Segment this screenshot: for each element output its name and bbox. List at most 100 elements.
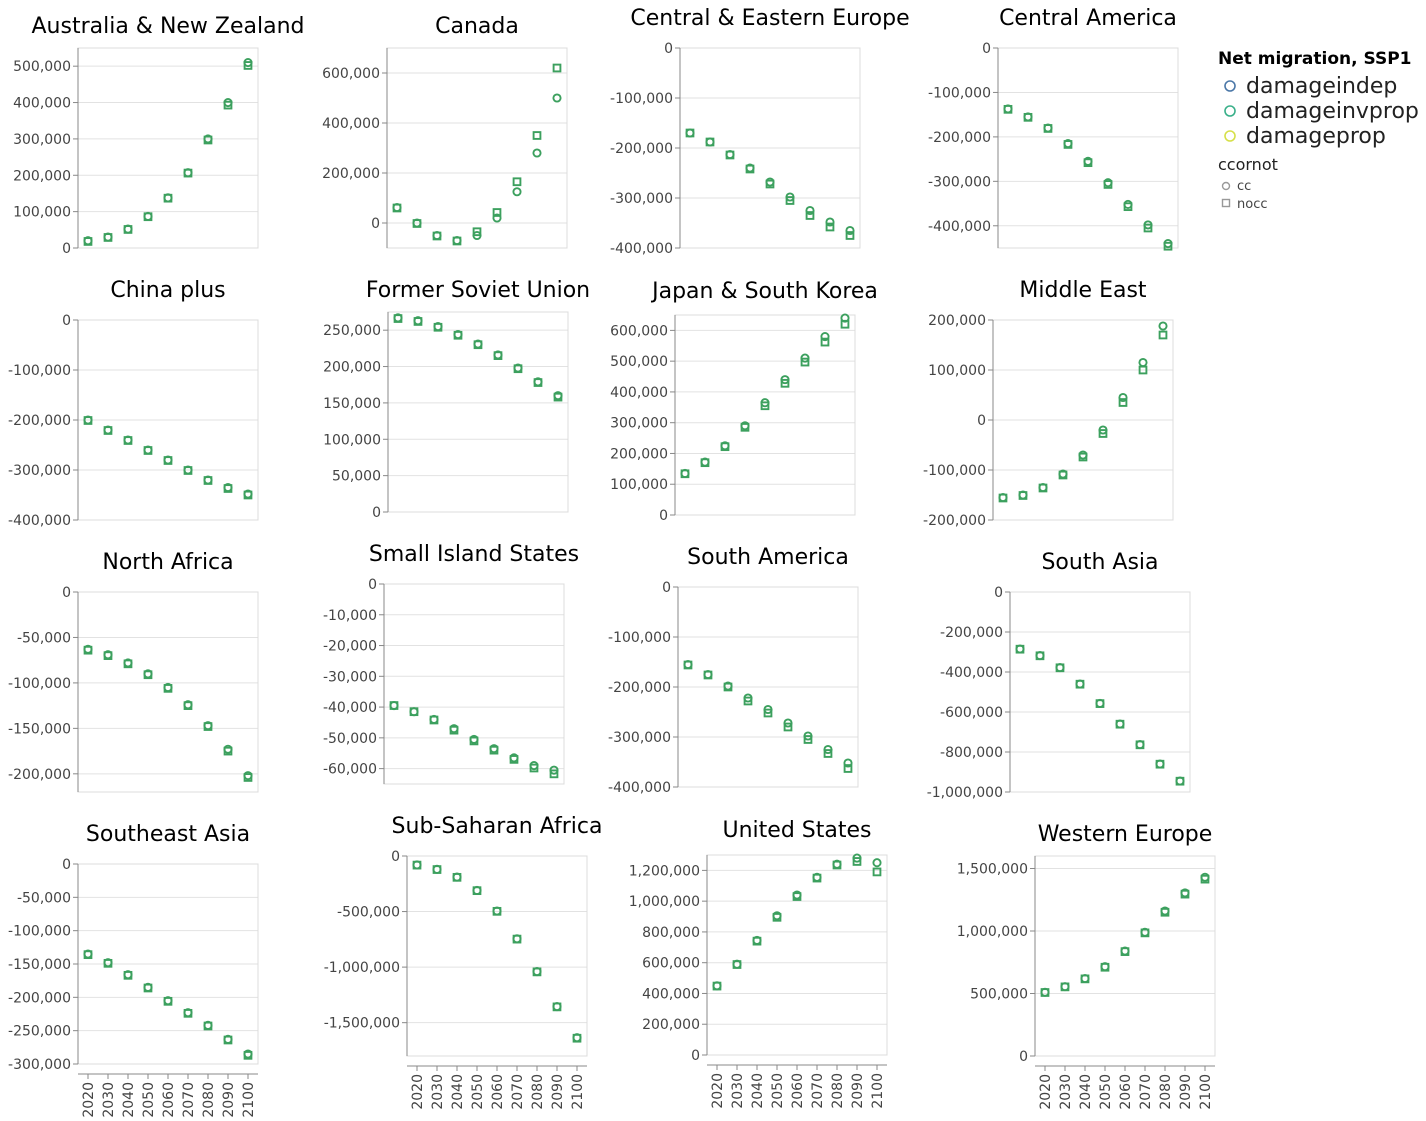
- point-cc-2100: [872, 858, 882, 868]
- y-tick-label: 500,000: [13, 59, 71, 75]
- y-tick-label: -200,000: [928, 130, 991, 146]
- x-tick-label: 2090: [1178, 1074, 1194, 1110]
- point-cc-2090: [532, 148, 542, 158]
- y-tick-label: -10,000: [323, 608, 377, 624]
- legend-label-damageinvprop: damageinvprop: [1246, 99, 1419, 124]
- x-tick-label: 2070: [510, 1074, 526, 1110]
- point-nocc-2040: [123, 436, 133, 445]
- point-nocc-2090: [223, 100, 233, 110]
- y-tick-label: -300,000: [610, 191, 673, 207]
- y-tick-label: -150,000: [8, 957, 71, 973]
- point-nocc-2050: [449, 725, 459, 735]
- y-tick-label: 0: [977, 413, 986, 429]
- point-nocc-2070: [1115, 719, 1125, 729]
- point-nocc-2050: [1075, 679, 1085, 689]
- point-nocc-2020: [712, 981, 722, 991]
- point-nocc-2060: [760, 401, 770, 411]
- x-tick-label: 2080: [830, 1073, 846, 1109]
- x-tick-label: 2030: [1058, 1074, 1074, 1110]
- panel-title: South Asia: [1041, 550, 1158, 575]
- point-cc-2090: [1138, 357, 1148, 368]
- panel-frame: [706, 854, 888, 1056]
- y-tick-label: 100,000: [323, 432, 381, 448]
- point-nocc-2100: [1200, 874, 1210, 884]
- y-tick-label: 200,000: [323, 360, 381, 376]
- x-tick-label: 2050: [141, 1082, 157, 1118]
- y-tick-label: 0: [372, 505, 381, 521]
- y-tick-label: -100,000: [8, 676, 71, 692]
- point-nocc-2080: [203, 135, 213, 145]
- point-nocc-2090: [552, 1002, 562, 1012]
- point-nocc-2080: [203, 722, 213, 731]
- panel-title: South America: [687, 545, 849, 570]
- y-tick-label: 0: [368, 577, 377, 593]
- x-tick-label: 2090: [850, 1073, 866, 1109]
- panel-frame: [77, 47, 259, 249]
- y-tick-label: -100,000: [608, 630, 671, 646]
- legend-label-nocc: nocc: [1237, 197, 1268, 212]
- point-nocc-2100: [1163, 241, 1173, 251]
- point-nocc-2040: [1038, 483, 1048, 493]
- panel-title: Central & Eastern Europe: [630, 6, 909, 31]
- y-tick-label: -200,000: [8, 413, 71, 429]
- panel-title: Small Island States: [369, 542, 579, 567]
- y-tick-label: 0: [62, 857, 71, 873]
- point-nocc-2030: [103, 958, 113, 968]
- point-nocc-2050: [143, 670, 153, 680]
- y-tick-label: 500,000: [610, 354, 668, 370]
- point-nocc-2070: [489, 745, 499, 755]
- panel-sub-saharan-africa: 0 -500,000 -1,000,000 -1,500,000 Sub-Saharan…: [324, 814, 603, 1110]
- panel-central-and-eastern-europe: 0 -100,000 -200,000 -300,000 -400,000 Central…: [610, 6, 910, 257]
- y-tick-label: 400,000: [13, 96, 71, 112]
- y-tick-label: 300,000: [13, 132, 71, 148]
- point-nocc-2080: [805, 211, 815, 220]
- point-nocc-2100: [243, 1050, 253, 1060]
- point-nocc-2020: [1003, 104, 1013, 114]
- point-nocc-2030: [413, 317, 423, 326]
- y-tick-label: 800,000: [642, 925, 700, 941]
- point-nocc-2090: [1143, 223, 1153, 233]
- x-tick-label: 2080: [1158, 1074, 1174, 1110]
- panel-title: Japan & South Korea: [650, 279, 878, 304]
- x-tick-label: 2020: [410, 1074, 426, 1110]
- y-tick-label: -400,000: [8, 513, 71, 529]
- x-tick-label: 2040: [450, 1074, 466, 1110]
- y-tick-label: -100,000: [928, 85, 991, 101]
- point-nocc-2060: [469, 736, 479, 746]
- point-nocc-2100: [552, 63, 562, 73]
- y-tick-label: -200,000: [923, 513, 986, 529]
- point-nocc-2080: [1160, 907, 1170, 917]
- y-tick-label: -300,000: [928, 174, 991, 190]
- point-nocc-2030: [409, 707, 419, 717]
- y-tick-label: -600,000: [940, 705, 1003, 721]
- y-tick-label: 300,000: [610, 416, 668, 432]
- point-nocc-2060: [1083, 158, 1093, 168]
- point-nocc-2060: [763, 708, 773, 718]
- point-nocc-2020: [683, 660, 693, 670]
- y-tick-label: 200,000: [928, 313, 986, 329]
- y-tick-label: -200,000: [608, 680, 671, 696]
- y-tick-label: 1,500,000: [957, 862, 1028, 878]
- point-nocc-2100: [843, 764, 853, 773]
- y-tick-label: 100,000: [610, 477, 668, 493]
- panel-frame: [406, 855, 588, 1057]
- point-nocc-2060: [472, 227, 482, 237]
- panel-title: Southeast Asia: [86, 822, 250, 847]
- panel-title: Central America: [999, 6, 1177, 31]
- point-nocc-2100: [243, 773, 253, 782]
- point-nocc-2080: [832, 860, 842, 870]
- legend-symbol-damageinvprop: [1224, 105, 1236, 117]
- y-tick-label: 600,000: [610, 323, 668, 339]
- y-tick-label: 600,000: [642, 956, 700, 972]
- point-cc-2100: [1158, 321, 1168, 331]
- point-nocc-2020: [393, 314, 403, 323]
- y-tick-label: -50,000: [17, 630, 71, 646]
- point-nocc-2080: [800, 357, 810, 367]
- point-nocc-2050: [453, 330, 463, 340]
- point-nocc-2100: [1175, 776, 1185, 786]
- point-nocc-2020: [83, 416, 93, 425]
- panel-frame: [997, 47, 1179, 249]
- point-nocc-2040: [723, 682, 733, 692]
- panel-title: Australia & New Zealand: [31, 14, 304, 39]
- point-nocc-2090: [223, 1035, 233, 1045]
